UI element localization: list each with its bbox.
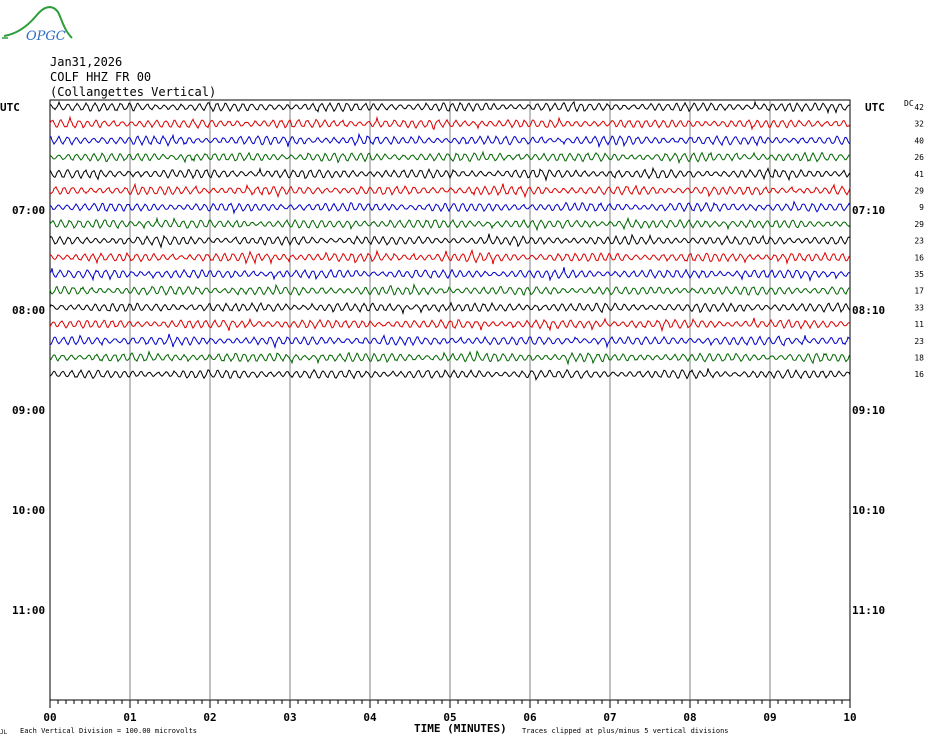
hour-label-right: 09:10	[852, 404, 885, 417]
seismic-trace	[49, 333, 851, 350]
x-tick-label: 02	[203, 711, 216, 724]
minute-grid	[129, 100, 771, 700]
dc-offset-label: 35	[914, 270, 924, 279]
dc-offset-label: 26	[914, 153, 924, 162]
dc-title: DC	[904, 99, 914, 108]
seismic-trace	[49, 182, 851, 199]
dc-offset-label: 33	[914, 303, 924, 312]
dc-offset-labels: 42 32 40 26 41 29 9 29 23 16 35 17 33 11 23 18 16	[914, 103, 924, 379]
dc-offset-label: 16	[914, 253, 924, 262]
header-location: (Collangettes Vertical)	[50, 85, 216, 99]
seismic-trace	[49, 216, 851, 232]
x-tick-label: 00	[43, 711, 56, 724]
vertical-division-note: Each Vertical Division = 100.00 microvol…	[20, 727, 197, 735]
x-tick-label: 07	[603, 711, 616, 724]
seismic-trace	[49, 233, 851, 249]
hour-label-right: 07:10	[852, 204, 885, 217]
dc-offset-label: 17	[914, 287, 924, 296]
dc-offset-label: 23	[914, 237, 924, 246]
header-station: COLF HHZ FR 00	[50, 70, 151, 84]
dc-offset-label: 9	[919, 203, 924, 212]
x-tick-label: 01	[123, 711, 137, 724]
seismic-trace	[49, 368, 851, 381]
seismic-trace	[49, 132, 851, 149]
x-tick-label: 04	[363, 711, 377, 724]
hour-label-left: 10:00	[12, 504, 45, 517]
seismic-trace	[49, 200, 851, 215]
dc-offset-label: 23	[914, 337, 924, 346]
corner-mark: JL	[0, 729, 8, 736]
x-tick-label: 06	[523, 711, 537, 724]
dc-offset-label: 32	[914, 120, 924, 129]
hour-label-right: 08:10	[852, 304, 885, 317]
opgc-logo: OPGC	[2, 6, 73, 44]
dc-offset-label: 18	[914, 354, 924, 363]
hour-label-left: 07:00	[12, 204, 45, 217]
dc-offset-label: 40	[914, 136, 924, 145]
x-axis-title: TIME (MINUTES)	[414, 722, 507, 735]
seismic-trace	[49, 317, 851, 333]
left-utc-title: UTC	[0, 101, 20, 114]
dc-offset-label: 42	[914, 103, 924, 112]
hour-label-right: 10:10	[852, 504, 885, 517]
dc-offset-label: 29	[914, 187, 924, 196]
dc-offset-label: 16	[914, 370, 924, 379]
seismic-trace	[49, 150, 851, 165]
seismic-trace	[49, 301, 851, 316]
seismic-trace	[49, 267, 851, 283]
x-tick-label: 10	[843, 711, 856, 724]
seismic-trace	[49, 100, 851, 115]
x-axis-ticks: 00 01 02 03 04 05 06 07 08 09 10	[43, 700, 857, 724]
hour-label-left: 09:00	[12, 404, 45, 417]
logo-text: OPGC	[26, 29, 66, 44]
seismic-trace	[49, 115, 851, 131]
dc-offset-label: 29	[914, 220, 924, 229]
clipping-note: Traces clipped at plus/minus 5 vertical …	[522, 727, 729, 735]
hour-label-right: 11:10	[852, 604, 885, 617]
seismic-trace	[49, 166, 851, 182]
x-tick-label: 09	[763, 711, 776, 724]
x-tick-label: 03	[283, 711, 296, 724]
hour-labels: 07:00 08:00 09:00 10:00 11:00 07:10 08:10 09:10…	[12, 204, 885, 617]
hour-label-left: 08:00	[12, 304, 45, 317]
header-date: Jan31,2026	[50, 55, 122, 69]
x-tick-label: 05	[443, 711, 456, 724]
right-utc-title: UTC	[865, 101, 885, 114]
seismic-trace	[49, 248, 851, 266]
x-tick-label: 08	[683, 711, 696, 724]
trace-group	[49, 100, 851, 381]
seismic-trace	[49, 349, 851, 366]
hour-label-left: 11:00	[12, 604, 45, 617]
dc-offset-label: 41	[914, 170, 924, 179]
dc-offset-label: 11	[914, 320, 924, 329]
seismic-trace	[49, 282, 851, 296]
